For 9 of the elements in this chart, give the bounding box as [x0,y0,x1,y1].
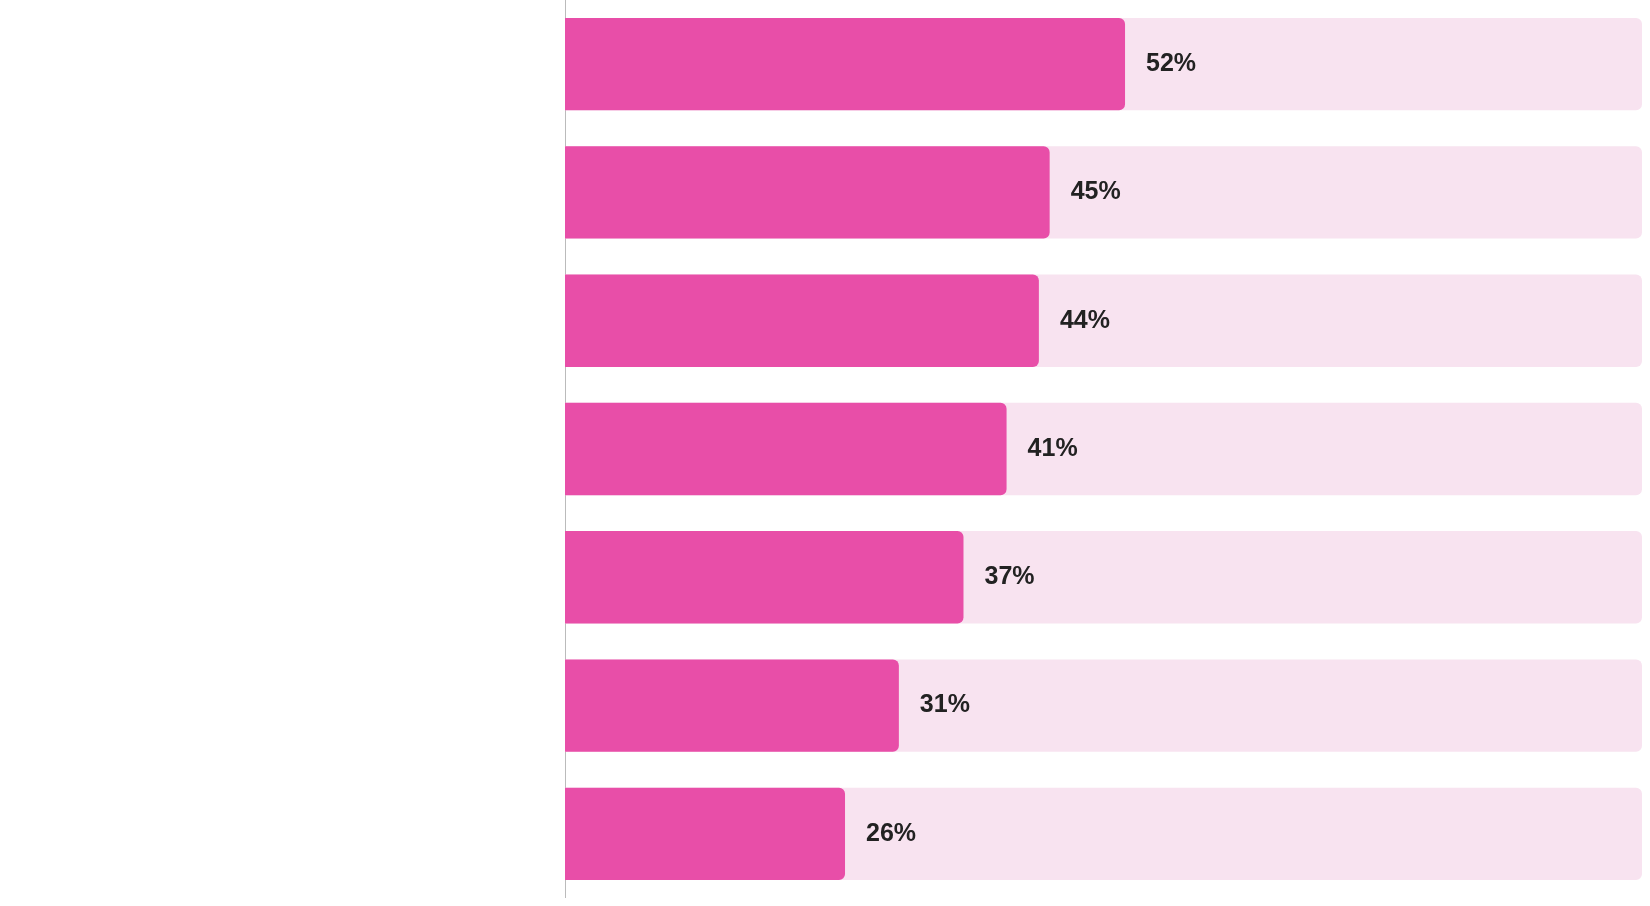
data-label: 37% [984,561,1035,590]
data-label: 26% [866,817,917,846]
data-label: 44% [1059,304,1110,333]
bar [565,659,899,752]
data-label: 41% [1027,432,1078,461]
data-label: 45% [1070,176,1121,205]
data-label: 31% [919,689,970,718]
data-label: 52% [1146,48,1197,77]
bar [565,787,846,881]
